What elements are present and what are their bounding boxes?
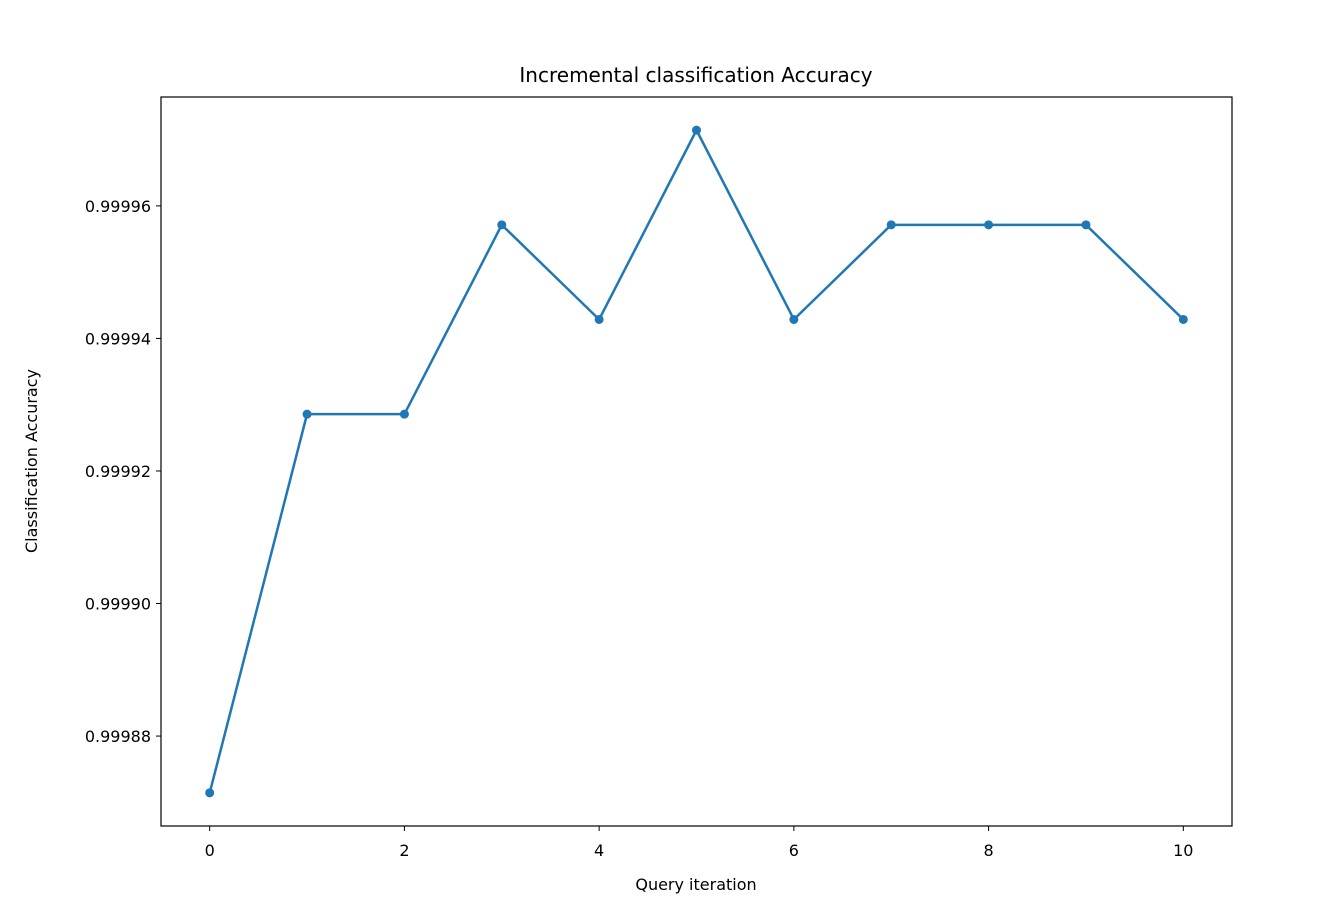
point xyxy=(399,409,409,419)
point xyxy=(594,314,604,324)
point xyxy=(1081,220,1091,230)
line xyxy=(208,127,1185,794)
y-tick-label: 0.99990 xyxy=(85,595,151,614)
y-tick-label: 0.99996 xyxy=(85,197,151,216)
plot-frame xyxy=(160,96,1233,827)
point xyxy=(789,314,799,324)
point xyxy=(205,788,215,798)
x-tick-label: 0 xyxy=(205,841,215,860)
x-tick-label: 4 xyxy=(594,841,604,860)
y-tick-label: 0.99992 xyxy=(85,462,151,481)
point xyxy=(302,409,312,419)
x-axis-label: Query iteration xyxy=(635,875,756,894)
y-tick-label: 0.99988 xyxy=(85,727,151,746)
point xyxy=(984,220,994,230)
point xyxy=(692,125,701,135)
x-tick-label: 6 xyxy=(789,841,799,860)
y-axis-label: Classification Accuracy xyxy=(22,369,41,553)
point xyxy=(1178,314,1188,324)
x-tick-label: 2 xyxy=(399,841,409,860)
point xyxy=(497,220,507,230)
point xyxy=(886,220,896,230)
x-tick-label: 8 xyxy=(983,841,993,860)
chart-title: Incremental classification Accuracy xyxy=(519,63,872,87)
x-tick-label: 10 xyxy=(1173,841,1193,860)
y-tick-label: 0.99994 xyxy=(85,329,151,348)
